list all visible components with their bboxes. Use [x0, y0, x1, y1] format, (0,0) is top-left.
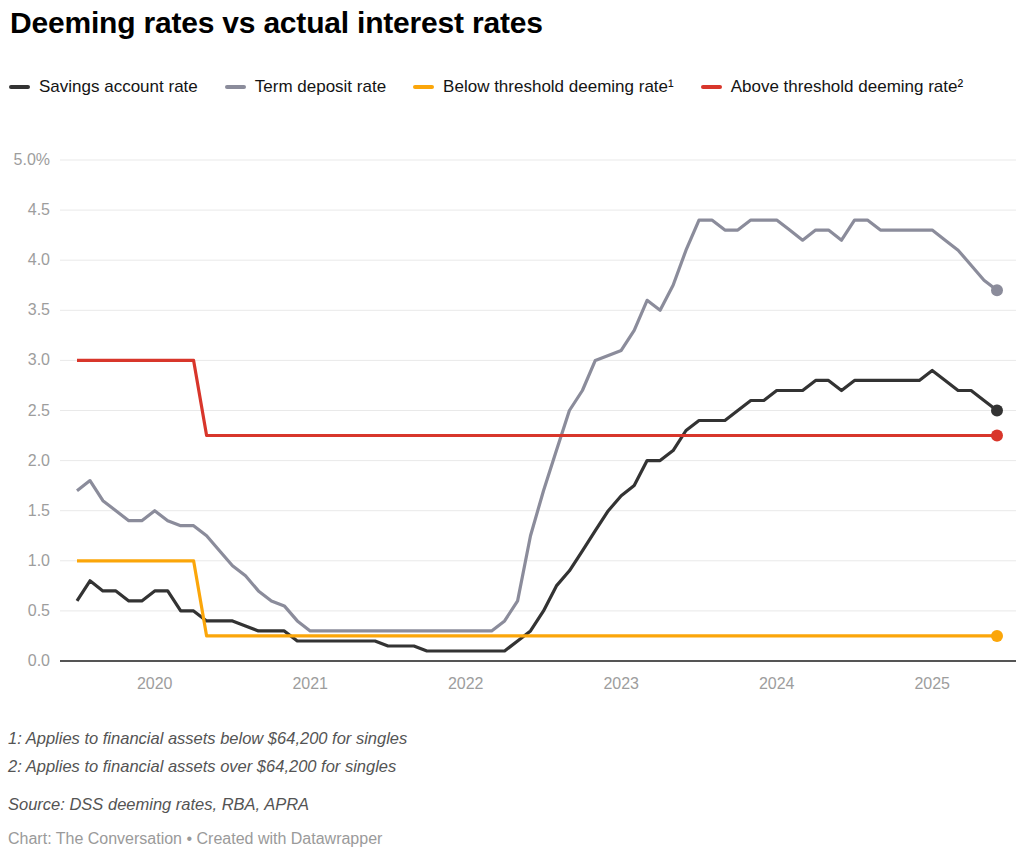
legend-swatch: [9, 85, 30, 89]
series-line-above-threshold-deeming-rate: [77, 360, 997, 435]
y-tick-label: 3.0: [28, 351, 50, 368]
series-end-dot-below-threshold-deeming-rate: [991, 630, 1003, 642]
y-tick-label: 4.5: [28, 201, 50, 218]
y-tick-label: 4.0: [28, 251, 50, 268]
page-title: Deeming rates vs actual interest rates: [10, 6, 543, 40]
y-tick-label: 0.0: [28, 652, 50, 669]
legend-item: Savings account rate: [9, 77, 198, 96]
y-tick-label: 1.5: [28, 502, 50, 519]
footnote-1: 1: Applies to financial assets below $64…: [8, 724, 407, 752]
series-end-dot-above-threshold-deeming-rate: [991, 430, 1003, 442]
y-tick-label: 3.5: [28, 301, 50, 318]
series-line-below-threshold-deeming-rate: [77, 561, 997, 636]
footnotes: 1: Applies to financial assets below $64…: [8, 724, 407, 780]
legend-item: Above threshold deeming rate²: [701, 77, 963, 96]
y-tick-label: 0.5: [28, 602, 50, 619]
x-tick-label: 2023: [603, 675, 639, 692]
legend-label: Above threshold deeming rate²: [731, 77, 963, 96]
source-line: Source: DSS deeming rates, RBA, APRA: [8, 795, 309, 814]
legend-item: Term deposit rate: [225, 77, 386, 96]
legend-swatch: [701, 85, 722, 89]
y-tick-label: 2.0: [28, 452, 50, 469]
x-tick-label: 2021: [292, 675, 328, 692]
legend-swatch: [225, 85, 246, 89]
credit-line: Chart: The Conversation • Created with D…: [8, 830, 382, 848]
series-end-dot-savings-account-rate: [991, 405, 1003, 417]
legend-label: Below threshold deeming rate¹: [443, 77, 674, 96]
legend-item: Below threshold deeming rate¹: [413, 77, 674, 96]
x-tick-label: 2025: [914, 675, 950, 692]
y-tick-label: 2.5: [28, 402, 50, 419]
chart-svg: 0.0 0.5 1.0 1.5 2.0 2.5 3.0 3.5 4.0 4.5 5.0% 2020 20…: [0, 140, 1024, 712]
x-tick-label: 2022: [448, 675, 484, 692]
series-line-term-deposit-rate: [77, 220, 997, 631]
legend-label: Savings account rate: [39, 77, 198, 96]
legend-swatch: [413, 85, 434, 89]
x-tick-label: 2024: [759, 675, 795, 692]
legend: Savings account rate Term deposit rate Bel…: [9, 71, 1011, 103]
x-tick-label: 2020: [137, 675, 173, 692]
y-tick-label: 5.0%: [14, 151, 50, 168]
series-end-dot-term-deposit-rate: [991, 284, 1003, 296]
y-tick-label: 1.0: [28, 552, 50, 569]
footnote-2: 2: Applies to financial assets over $64,…: [8, 752, 407, 780]
legend-label: Term deposit rate: [255, 77, 386, 96]
chart-page: Deeming rates vs actual interest rates S…: [0, 0, 1024, 863]
